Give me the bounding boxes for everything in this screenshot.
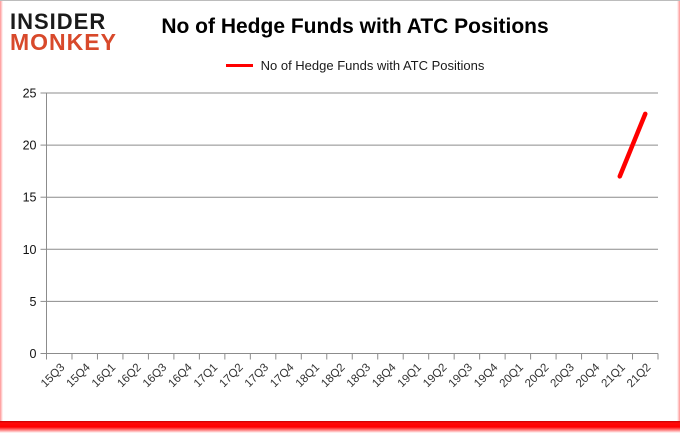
x-axis-label: 20Q3 xyxy=(549,362,577,390)
x-axis-label: 17Q2 xyxy=(217,362,245,390)
chart-svg: 051015202515Q315Q416Q116Q216Q316Q417Q117… xyxy=(23,87,659,390)
x-axis-label: 17Q1 xyxy=(192,362,220,390)
chart-title: No of Hedge Funds with ATC Positions xyxy=(161,15,549,38)
legend-line-swatch xyxy=(225,63,253,67)
x-axis-label: 16Q2 xyxy=(115,362,143,390)
series-line xyxy=(617,111,648,179)
x-axis-label: 20Q2 xyxy=(523,362,551,390)
y-axis-label: 25 xyxy=(23,87,37,101)
x-axis-label: 18Q3 xyxy=(345,362,373,390)
x-axis-label: 21Q1 xyxy=(600,362,628,390)
y-axis-label: 5 xyxy=(30,295,37,309)
x-axis-label: 15Q4 xyxy=(64,361,93,390)
x-axis-label: 19Q2 xyxy=(421,362,449,390)
x-axis-label: 20Q1 xyxy=(498,362,526,390)
y-axis-label: 20 xyxy=(23,139,37,153)
legend-label: No of Hedge Funds with ATC Positions xyxy=(260,57,485,73)
x-axis-label: 19Q4 xyxy=(472,361,501,390)
insider-monkey-logo: INSIDER MONKEY xyxy=(10,9,117,55)
x-axis-label: 18Q2 xyxy=(319,362,347,390)
x-axis-label: 17Q3 xyxy=(243,362,271,390)
x-axis-label: 16Q4 xyxy=(166,361,195,390)
logo-line-insider: INSIDER xyxy=(10,9,107,34)
x-axis-label: 15Q3 xyxy=(39,362,67,390)
x-axis-label: 18Q1 xyxy=(294,362,322,390)
x-axis-label: 17Q4 xyxy=(268,361,297,390)
x-axis-label: 21Q2 xyxy=(625,362,653,390)
y-axis-label: 0 xyxy=(30,347,37,361)
x-axis-label: 16Q3 xyxy=(141,362,169,390)
x-axis-label: 19Q1 xyxy=(396,362,424,390)
y-axis-label: 15 xyxy=(23,191,37,205)
logo-line-monkey: MONKEY xyxy=(10,29,117,55)
chart-legend: No of Hedge Funds with ATC Positions xyxy=(30,57,680,73)
x-axis-label: 18Q4 xyxy=(370,361,399,390)
y-axis-label: 10 xyxy=(23,243,37,257)
x-axis-label: 20Q4 xyxy=(574,361,603,390)
x-axis-label: 19Q3 xyxy=(447,362,475,390)
x-axis-label: 16Q1 xyxy=(90,362,118,390)
